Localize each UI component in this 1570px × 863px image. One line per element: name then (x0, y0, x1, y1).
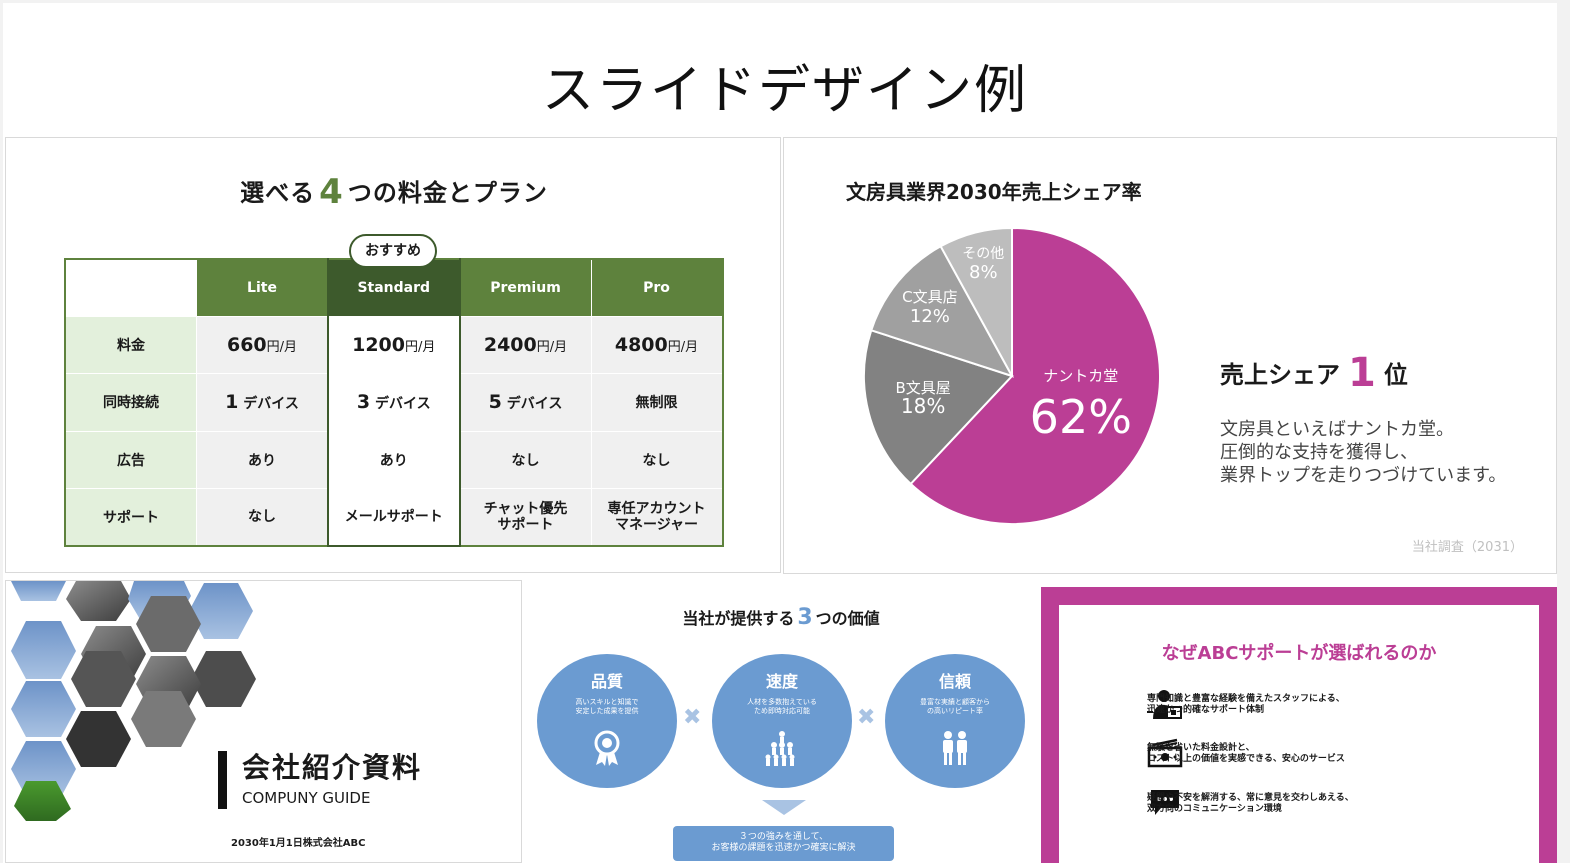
why-reason-2: 無駄を省いた料金設計と、 コスト以上の価値を実感できる、安心のサービス (1147, 743, 1345, 764)
pie-slice-label: ナントカ堂 (1043, 367, 1118, 385)
staff-icon (1147, 690, 1182, 719)
ad-cell: なし (459, 430, 592, 489)
pie-slice-value: 62% (1030, 390, 1132, 444)
values-slide[interactable]: 当社が提供する 3 つの価値 品質 高いスキルと知識で 安定した成果を提供 ✖ 速度… (524, 587, 1038, 863)
device-cell: 無制限 (590, 373, 723, 432)
chat-icon (1151, 790, 1179, 815)
pie-slice-label: C文具店 (902, 288, 957, 306)
device-cell: 3 デバイス (327, 373, 461, 432)
price-cell: 4800円/月 (590, 315, 723, 374)
pie-slice (909, 226, 1161, 525)
share-source: 当社調査（2031） (1411, 540, 1523, 555)
row-label: 料金 (64, 315, 197, 374)
value-trust: 信頼 豊富な実績と顧客から の高いリピート率 (885, 654, 1025, 788)
why-reason-3: 疑問や不安を解消する、常に意見を交わしあえる、 双方向のコミュニケーション環境 (1147, 793, 1354, 814)
why-card: なぜABCサポートが選ばれるのか 専門知識と豊富な経験を備えたスタッフによる、 … (1059, 605, 1539, 863)
support-cell: 専任アカウント マネージャー (590, 488, 723, 547)
price-cell: 2400円/月 (459, 315, 592, 374)
guide-date: 2030年1月1日株式会社ABC (231, 838, 366, 849)
price-cell: 1200円/月 (327, 315, 461, 374)
pie-slice-value: 12% (910, 306, 950, 327)
plan-table: Lite Standard Premium Pro 料金 660円/月 1200… (64, 258, 724, 547)
ad-cell: なし (590, 430, 723, 489)
device-cell: 1 デバイス (196, 373, 329, 432)
cross-icon: ✖ (683, 705, 702, 730)
pie-slice-label: B文具屋 (895, 379, 950, 397)
column-lite: Lite (196, 258, 329, 317)
table-corner (64, 258, 197, 317)
team-icon (765, 731, 795, 766)
cross-icon: ✖ (857, 705, 876, 730)
row-label: 同時接続 (64, 373, 197, 432)
share-title: 文房具業界2030年売上シェア率 (846, 180, 1142, 204)
plans-title: 選べる 4 つの料金とプラン (240, 172, 548, 212)
column-standard: Standard (327, 258, 461, 317)
device-cell: 5 デバイス (459, 373, 592, 432)
table-row: 料金 660円/月 1200円/月 2400円/月 4800円/月 (64, 315, 723, 374)
pie-slice-value: 8% (969, 262, 998, 283)
pie-slice-value: 18% (901, 394, 945, 418)
people-icon (943, 731, 967, 765)
guide-title: 会社紹介資料 (242, 751, 423, 784)
pie-slice-label: その他 (962, 246, 1004, 262)
pie-slice (939, 226, 1013, 377)
building-hex-image (11, 581, 256, 821)
award-icon (594, 730, 620, 766)
share-description: 文房具といえばナントカ堂。 圧倒的な支持を獲得し、 業界トップを走りつづけていま… (1220, 419, 1507, 486)
share-headline: 売上シェア 1 位 (1220, 350, 1408, 396)
share-slide[interactable]: 文房具業界2030年売上シェア率 ナントカ堂 62% B文具屋 18% C文具店 12% そ… (783, 137, 1557, 574)
support-cell: チャット優先 サポート (459, 488, 592, 547)
row-label: 広告 (64, 430, 197, 489)
why-title: なぜABCサポートが選ばれるのか (1161, 643, 1437, 664)
pie-slice (863, 329, 1014, 486)
row-label: サポート (64, 488, 197, 547)
support-cell: なし (196, 488, 329, 547)
values-summary: ３つの強みを通して、 お客様の課題を迅速かつ確実に解決 (673, 826, 894, 861)
table-row: サポート なし メールサポート チャット優先 サポート 専任アカウント マネージ… (64, 488, 723, 547)
value-quality: 品質 高いスキルと知識で 安定した成果を提供 (537, 654, 677, 788)
title-accent-bar (218, 751, 227, 809)
value-speed: 速度 人材を多数抱えている ため即時対応可能 (712, 654, 852, 788)
support-cell: メールサポート (327, 488, 461, 547)
price-cell: 660円/月 (196, 315, 329, 374)
plans-slide[interactable]: 選べる 4 つの料金とプラン Lite Standard Premium Pro 料… (5, 137, 781, 573)
ad-cell: あり (327, 430, 461, 489)
column-pro: Pro (590, 258, 723, 317)
guide-subtitle: COMPUNY GUIDE (242, 789, 371, 807)
ad-cell: あり (196, 430, 329, 489)
down-arrow-icon (762, 800, 806, 815)
pie-slice (869, 244, 1015, 378)
table-row: 広告 あり あり なし なし (64, 430, 723, 489)
company-guide-slide[interactable]: 会社紹介資料 COMPUNY GUIDE 2030年1月1日株式会社ABC (5, 580, 522, 863)
column-premium: Premium (459, 258, 592, 317)
why-slide[interactable]: なぜABCサポートが選ばれるのか 専門知識と豊富な経験を備えたスタッフによる、 … (1041, 587, 1557, 863)
recommend-badge: おすすめ (349, 234, 437, 268)
table-row: 同時接続 1 デバイス 3 デバイス 5 デバイス 無制限 (64, 373, 723, 432)
page-title: スライドデザイン例 (541, 61, 1028, 121)
values-title: 当社が提供する 3 つの価値 (682, 605, 880, 630)
why-reason-1: 専門知識と豊富な経験を備えたスタッフによる、 迅速かつ的確なサポート体制 (1147, 694, 1345, 715)
money-icon (1147, 738, 1183, 768)
